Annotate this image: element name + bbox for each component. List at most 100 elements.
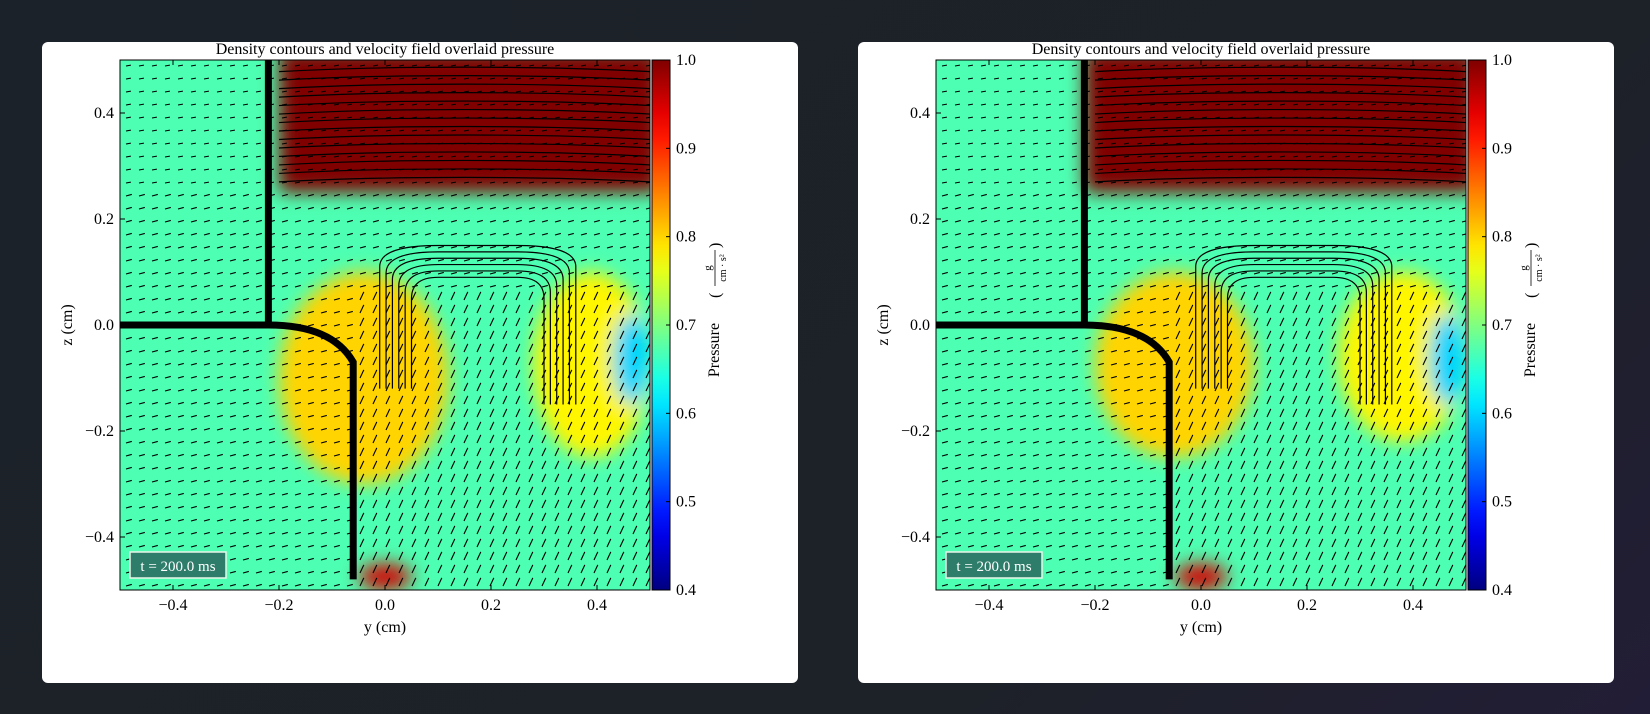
velocity-arrow [1370, 551, 1376, 561]
density-contour [278, 83, 650, 90]
velocity-arrow [1409, 330, 1415, 340]
velocity-arrow [954, 245, 961, 249]
velocity-arrow [281, 258, 288, 262]
velocity-arrow [1214, 193, 1221, 197]
velocity-arrow [1292, 486, 1298, 496]
velocity-arrow [1279, 232, 1286, 236]
velocity-arrow [1071, 479, 1078, 483]
velocity-arrow [411, 395, 417, 405]
velocity-arrow [554, 577, 560, 587]
velocity-arrow [1214, 486, 1220, 496]
velocity-arrow [567, 551, 573, 561]
velocity-arrow [164, 219, 171, 223]
velocity-arrow [1396, 538, 1402, 548]
bottom-hotspot [358, 563, 412, 590]
velocity-arrow [489, 421, 495, 431]
velocity-arrow [1422, 181, 1429, 184]
velocity-arrow [1266, 577, 1272, 587]
velocity-arrow [1422, 206, 1429, 210]
velocity-arrow [554, 64, 561, 67]
velocity-arrow [307, 414, 314, 418]
velocity-arrow [1097, 245, 1104, 249]
velocity-arrow [1357, 408, 1363, 418]
velocity-arrow [580, 168, 587, 171]
velocity-arrow [437, 103, 444, 106]
velocity-arrow [346, 583, 353, 587]
velocity-arrow [980, 258, 987, 262]
velocity-arrow [1266, 64, 1273, 67]
velocity-arrow [1097, 570, 1104, 574]
velocity-arrow [437, 486, 443, 496]
velocity-arrow [606, 206, 613, 210]
velocity-arrow [1266, 434, 1272, 444]
velocity-arrow [424, 64, 431, 67]
velocity-arrow [1032, 219, 1039, 223]
velocity-arrow [580, 564, 586, 574]
velocity-arrow [294, 90, 301, 93]
velocity-arrow [1175, 103, 1182, 106]
velocity-arrow [216, 64, 223, 67]
velocity-arrow [1331, 434, 1337, 444]
velocity-arrow [1279, 421, 1285, 431]
velocity-arrow [307, 349, 314, 353]
velocity-arrow [515, 447, 521, 457]
velocity-arrow [463, 395, 469, 405]
velocity-arrow [1110, 206, 1117, 210]
velocity-arrow [1435, 382, 1441, 392]
velocity-arrow [941, 181, 948, 184]
velocity-arrow [554, 155, 561, 158]
velocity-arrow [359, 116, 366, 119]
velocity-arrow [1188, 271, 1195, 275]
velocity-arrow [954, 388, 961, 392]
velocity-arrow [333, 310, 340, 314]
velocity-arrow [255, 531, 262, 535]
velocity-arrow [515, 512, 521, 522]
velocity-arrow [580, 103, 587, 106]
velocity-arrow [1019, 518, 1026, 522]
velocity-arrow [1084, 336, 1091, 340]
velocity-arrow [125, 401, 132, 405]
velocity-arrow [1123, 440, 1130, 444]
velocity-arrow [489, 103, 496, 106]
velocity-arrow [632, 271, 639, 275]
velocity-arrow [346, 310, 353, 314]
velocity-arrow [1344, 64, 1351, 67]
velocity-arrow [190, 258, 197, 262]
velocity-arrow [606, 116, 613, 119]
velocity-arrow [528, 499, 534, 509]
velocity-arrow [1396, 77, 1403, 80]
velocity-arrow [307, 271, 314, 275]
density-contour [1094, 125, 1466, 132]
velocity-arrow [1006, 349, 1013, 353]
velocity-arrow [125, 297, 132, 301]
velocity-arrow [1058, 362, 1065, 366]
velocity-arrow [580, 317, 586, 327]
velocity-arrow [190, 297, 197, 301]
velocity-arrow [216, 401, 223, 405]
velocity-arrow [333, 518, 340, 522]
velocity-arrow [1318, 447, 1324, 457]
velocity-arrow [1344, 284, 1351, 288]
velocity-arrow [1201, 408, 1207, 418]
velocity-arrow [1006, 466, 1013, 470]
velocity-arrow [1318, 284, 1325, 288]
velocity-arrow [1357, 181, 1364, 184]
velocity-arrow [1110, 271, 1117, 275]
velocity-arrow [190, 155, 197, 158]
velocity-arrow [242, 427, 249, 431]
velocity-arrow [463, 382, 469, 392]
velocity-arrow [1292, 473, 1298, 483]
velocity-arrow [164, 453, 171, 457]
velocity-arrow [333, 583, 340, 587]
velocity-arrow [632, 538, 638, 548]
velocity-arrow [528, 90, 535, 93]
velocity-arrow [398, 525, 404, 535]
velocity-arrow [1461, 538, 1466, 548]
velocity-arrow [541, 181, 548, 184]
velocity-arrow [541, 486, 547, 496]
velocity-arrow [1253, 77, 1260, 80]
velocity-arrow [1201, 90, 1208, 93]
velocity-arrow [502, 525, 508, 535]
velocity-arrow [489, 369, 495, 379]
velocity-arrow [177, 64, 184, 67]
